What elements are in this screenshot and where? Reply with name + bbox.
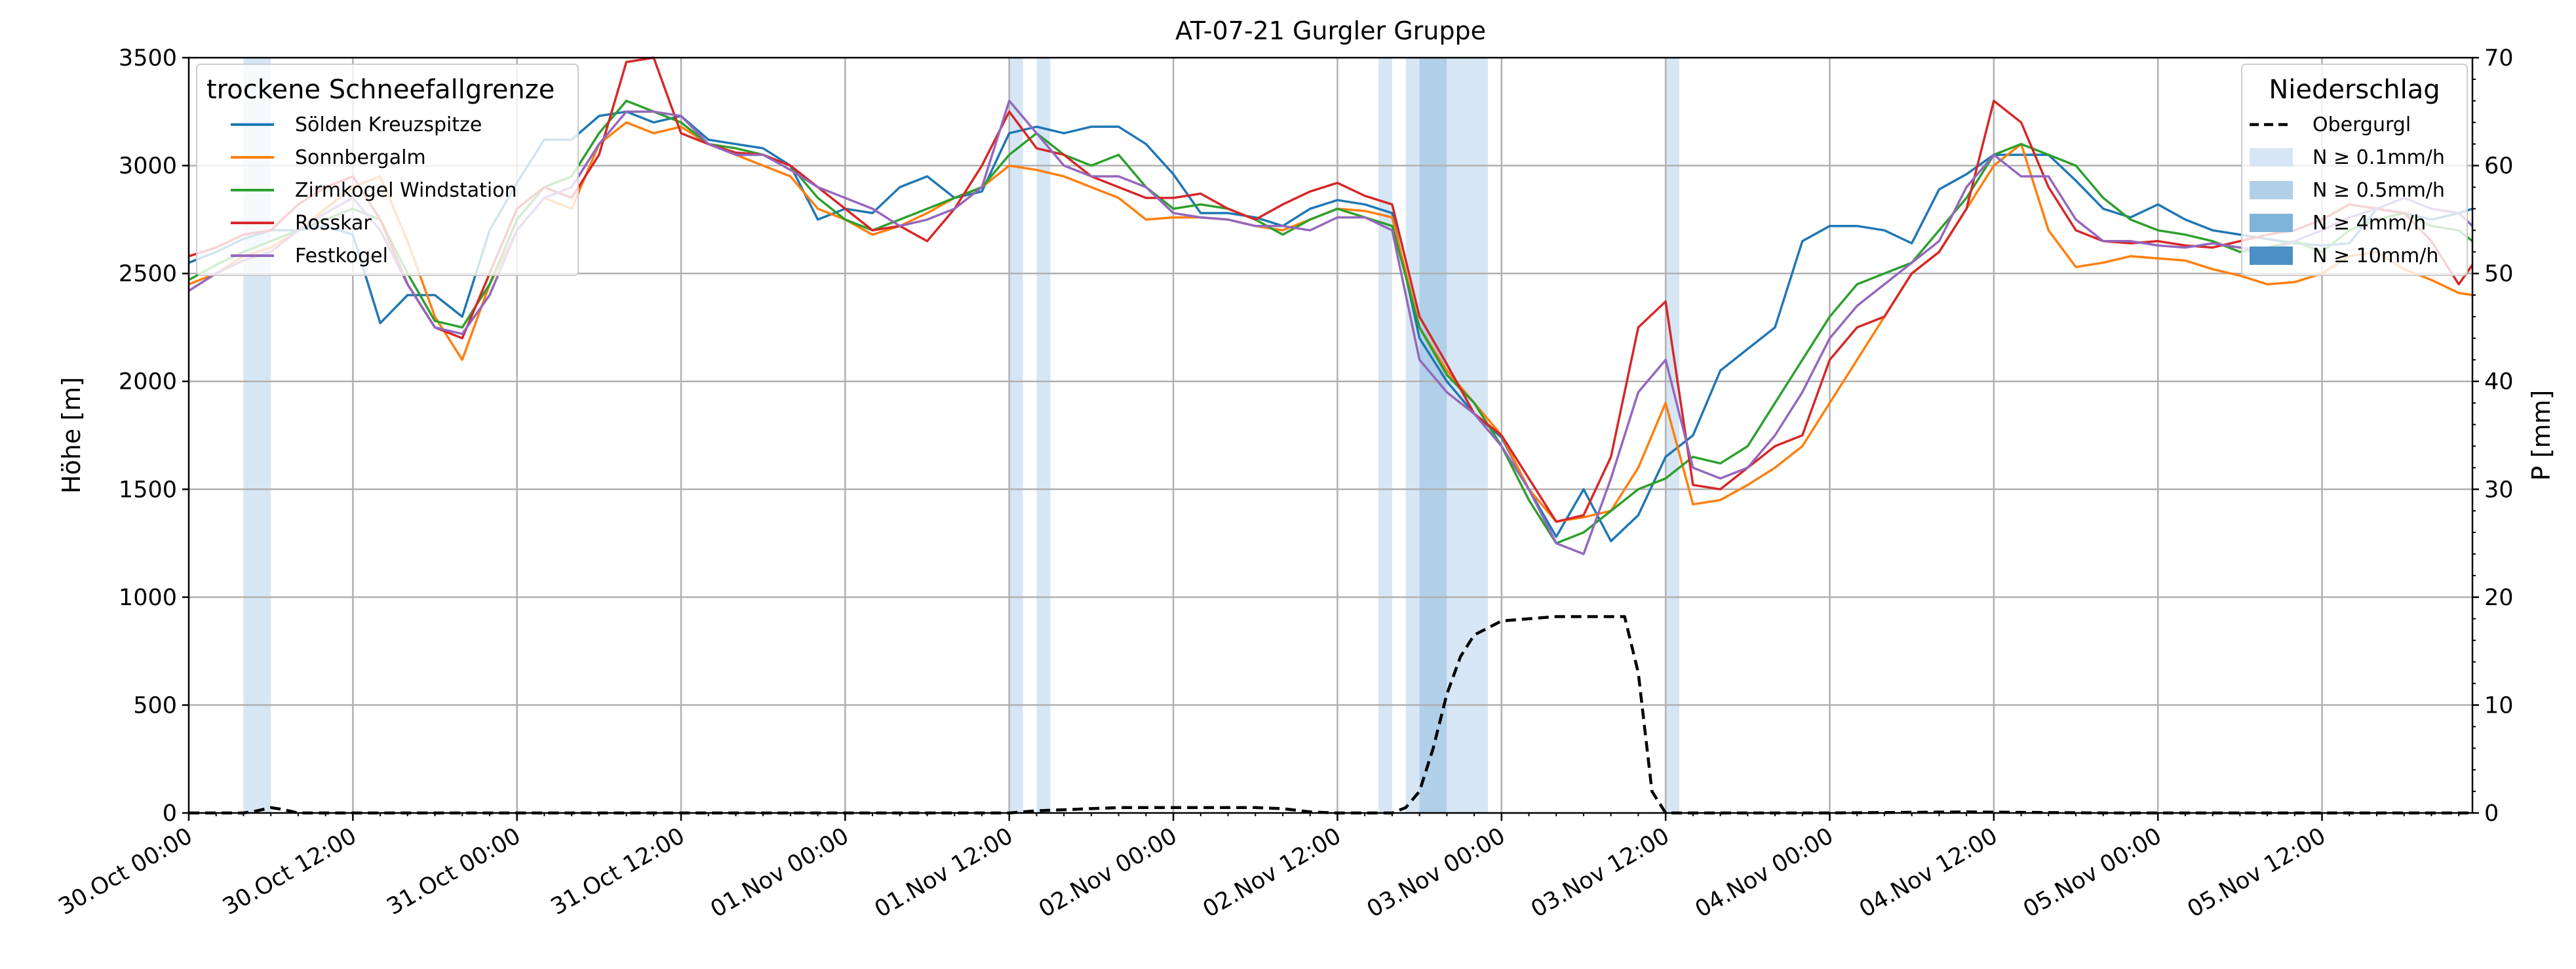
legend-left-label-0: Sölden Kreuzspitze [295, 113, 482, 136]
legend-right-swatch-3 [2250, 214, 2293, 232]
y-tick-label-left-6: 3000 [119, 153, 177, 180]
y-tick-label-left-3: 1500 [119, 477, 177, 503]
legend-left-label-1: Sonnbergalm [295, 146, 426, 169]
legend-right-swatch-2 [2250, 181, 2293, 199]
legend-right-title: Niederschlag [2269, 75, 2440, 105]
y-tick-label-left-0: 0 [163, 801, 177, 827]
precip-band-1 [1009, 58, 1023, 813]
grid-lines [189, 58, 2472, 813]
legend-right-box [2241, 64, 2468, 276]
legend-left-label-3: Rosskar [295, 212, 372, 235]
y-tick-label-right-6: 60 [2484, 153, 2514, 180]
y-tick-label-right-2: 20 [2484, 585, 2514, 611]
legend-left-label-2: Zirmkogel Windstation [295, 179, 517, 202]
legend-right-swatch-1 [2250, 148, 2293, 167]
y-tick-label-left-4: 2000 [119, 369, 177, 395]
precip-band-4 [1405, 58, 1420, 813]
precip-band-3 [1378, 58, 1392, 813]
y-axis-label-left: Höhe [m] [57, 377, 86, 494]
y-tick-label-right-7: 70 [2484, 45, 2514, 71]
y-axis-label-right: P [mm] [2527, 390, 2556, 481]
legend-right-label-4: N ≥ 10mm/h [2313, 245, 2438, 267]
legend-left-box [196, 64, 579, 276]
precip-band-2 [1036, 58, 1051, 813]
legend-right-label-3: N ≥ 4mm/h [2313, 212, 2426, 235]
legend-right: Niederschlag Obergurgl N ≥ 0.1mm/h N ≥ 0.5… [2241, 64, 2468, 276]
y-tick-label-left-2: 1000 [119, 585, 177, 611]
y-tick-label-right-0: 0 [2484, 801, 2499, 827]
precip-band-5 [1419, 58, 1447, 813]
precip-band-6 [1447, 58, 1488, 813]
legend-left: trockene Schneefallgrenze Sölden Kreuzsp… [196, 64, 579, 276]
legend-left-entries: Sölden Kreuzspitze Sonnbergalm Zirmkogel W… [231, 113, 517, 267]
y-tick-label-left-1: 500 [133, 692, 177, 719]
legend-right-swatch-4 [2250, 247, 2293, 265]
legend-left-title: trockene Schneefallgrenze [206, 75, 555, 105]
chart-title: AT-07-21 Gurgler Gruppe [1175, 16, 1486, 45]
legend-right-entries: Obergurgl N ≥ 0.1mm/h N ≥ 0.5mm/h N ≥ 4mm/h… [2250, 113, 2445, 267]
legend-right-label-1: N ≥ 0.1mm/h [2313, 146, 2445, 169]
series-line-obergurgl [189, 615, 2472, 815]
legend-right-label-0: Obergurgl [2313, 113, 2411, 136]
y-tick-label-left-7: 3500 [119, 45, 177, 71]
y-tick-label-right-3: 30 [2484, 477, 2514, 503]
y-tick-label-left-5: 2500 [119, 261, 177, 287]
y-tick-label-right-5: 50 [2484, 261, 2514, 287]
legend-right-label-2: N ≥ 0.5mm/h [2313, 179, 2445, 202]
legend-left-label-4: Festkogel [295, 245, 388, 267]
plot-frame [187, 56, 2474, 814]
precip-band-7 [1666, 58, 1679, 813]
y-tick-label-right-1: 10 [2484, 692, 2514, 719]
y-tick-label-right-4: 40 [2484, 369, 2514, 395]
